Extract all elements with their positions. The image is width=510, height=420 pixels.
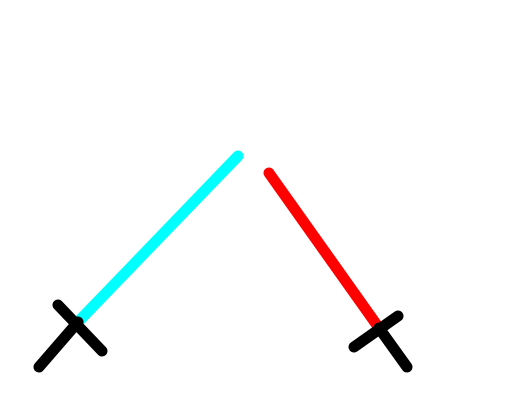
right-saber-hilt-handle xyxy=(373,322,413,373)
left-saber xyxy=(33,150,244,373)
right-saber-hilt xyxy=(348,310,413,373)
left-saber-hilt xyxy=(33,299,108,373)
left-saber-hilt-handle xyxy=(33,316,84,373)
right-saber xyxy=(263,167,413,373)
right-saber-blade xyxy=(263,167,385,334)
left-saber-blade xyxy=(72,150,244,328)
